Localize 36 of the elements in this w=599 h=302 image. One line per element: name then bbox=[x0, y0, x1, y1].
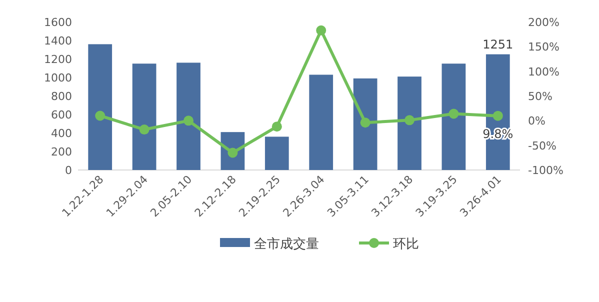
y2-tick-label: -100% bbox=[528, 164, 564, 177]
y2-tick-label: -50% bbox=[528, 139, 556, 152]
bar bbox=[176, 62, 200, 170]
point bbox=[95, 110, 106, 121]
legend-label: 环比 bbox=[393, 237, 419, 252]
y-tick-label: 1600 bbox=[44, 16, 72, 29]
y2-tick-label: 0% bbox=[528, 114, 546, 128]
y2-tick-label: 100% bbox=[528, 65, 560, 78]
point bbox=[360, 118, 370, 128]
y2-tick-label: 150% bbox=[528, 40, 560, 54]
point bbox=[492, 110, 503, 121]
data-label: 1251 bbox=[482, 37, 514, 52]
point bbox=[316, 25, 326, 36]
y2-tick-label: 50% bbox=[528, 90, 552, 103]
y2-tick-label: 200% bbox=[528, 16, 560, 29]
y-tick-label: 200 bbox=[51, 146, 72, 158]
point bbox=[139, 124, 150, 135]
bar bbox=[88, 44, 112, 170]
point bbox=[448, 108, 459, 119]
y-tick-label: 800 bbox=[51, 90, 72, 103]
bar bbox=[353, 78, 378, 170]
y-tick-label: 1400 bbox=[44, 34, 72, 48]
point bbox=[272, 122, 282, 132]
legend-label: 全市成交量 bbox=[254, 236, 319, 252]
y-tick-label: 1000 bbox=[44, 72, 72, 84]
bar bbox=[132, 64, 156, 170]
bar bbox=[309, 74, 334, 170]
y-tick-label: 400 bbox=[51, 127, 72, 140]
point bbox=[404, 115, 414, 126]
bar bbox=[264, 136, 289, 170]
point bbox=[184, 116, 194, 126]
y-tick-label: 600 bbox=[51, 108, 72, 122]
bar bbox=[398, 76, 422, 170]
y-tick-label: 0 bbox=[65, 164, 72, 177]
bar bbox=[442, 64, 466, 170]
y-tick-label: 1200 bbox=[44, 53, 72, 66]
